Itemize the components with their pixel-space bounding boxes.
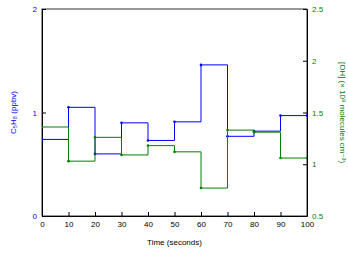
tick-mark [228,212,229,216]
y-axis: 0 1 2 [33,5,46,221]
frame [42,9,307,216]
tick-mark [42,9,46,10]
tick-mark [254,212,255,216]
marker [200,64,203,67]
tick-mark [303,164,307,165]
tick-label: 1.5 [312,109,324,118]
x-axis-title: Time (seconds) [147,238,202,247]
marker [306,157,307,160]
marker [147,139,150,142]
tick: 20 [91,212,100,229]
x-axis: 0102030405060708090100 [40,212,314,229]
marker [67,160,70,163]
tick: 90 [277,212,286,229]
tick: 10 [65,212,74,229]
tick-mark [69,212,70,216]
tick: 30 [118,212,127,229]
marker [226,129,229,132]
series-line [42,65,307,154]
tick-mark [281,212,282,216]
tick: 2.5 [303,5,324,14]
tick: 40 [144,212,153,229]
tick-mark [303,113,307,114]
tick-label: 20 [91,220,100,229]
tick: 60 [197,212,206,229]
tick: 1 [303,160,317,169]
tick-mark [42,113,46,114]
tick-label: 80 [250,220,259,229]
y2-axis-line [307,10,308,217]
tick-mark [42,216,46,217]
tick-label: 50 [171,220,180,229]
marker [42,126,43,129]
tick-mark [201,212,202,216]
tick: 2 [33,5,46,14]
marker [147,144,150,147]
marker [67,106,70,109]
y-axis-title: C₅H₈ (ppbv) [9,91,18,134]
marker [306,114,307,117]
series-group [42,64,307,190]
tick-label: 40 [144,220,153,229]
tick-mark [175,212,176,216]
y2-axis-title: [OH] (× 10⁸ molecules cm⁻³) [338,62,347,164]
tick: 0.5 [303,212,324,221]
marker [279,157,282,160]
tick-label: 0.5 [312,212,324,221]
tick: 1 [33,109,46,118]
series-line [42,127,307,188]
tick-label: 2.5 [312,5,324,14]
tick-mark [122,212,123,216]
tick-mark [303,61,307,62]
tick-label: 0 [33,212,38,221]
marker [279,114,282,117]
x-axis-line [43,216,308,217]
tick-label: 2 [312,57,317,66]
tick-label: 30 [118,220,127,229]
plot: 01020304050607080901000120.511.522.5 [33,5,324,229]
marker [173,151,176,154]
marker [42,138,43,141]
tick-label: 10 [65,220,74,229]
tick: 50 [171,212,180,229]
chart: 01020304050607080901000120.511.522.5Time… [0,0,348,258]
tick-label: 1 [312,160,317,169]
tick-label: 2 [33,5,38,14]
marker [120,122,123,125]
tick-label: 90 [277,220,286,229]
marker [173,121,176,124]
tick-mark [303,216,307,217]
marker [253,131,256,134]
marker [200,187,203,190]
tick-mark [148,212,149,216]
y2-axis: 0.5 1 1.5 2 2.5 [303,5,324,221]
tick: 0 [33,212,46,221]
tick-mark [303,9,307,10]
tick: 1.5 [303,109,324,118]
tick-label: 60 [197,220,206,229]
tick-label: 1 [33,109,38,118]
marker [120,154,123,157]
marker [94,136,97,139]
tick: 80 [250,212,259,229]
tick-label: 70 [224,220,233,229]
tick-label: 0 [40,220,45,229]
tick-mark [95,212,96,216]
tick: 2 [303,57,317,66]
tick: 70 [224,212,233,229]
